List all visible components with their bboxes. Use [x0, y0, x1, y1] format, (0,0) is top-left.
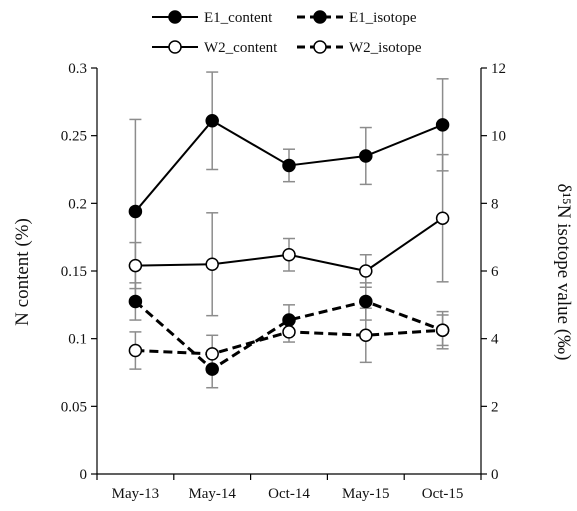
data-point-w2-isotope [282, 325, 296, 339]
data-point-e1-isotope [205, 362, 219, 376]
y-tick-label-left: 0.05 [61, 399, 87, 415]
x-tick-label: Oct-14 [268, 486, 310, 502]
legend-label: E1_content [204, 10, 273, 26]
y-tick-label-right: 8 [491, 196, 499, 212]
legend-label: W2_content [204, 40, 278, 56]
y-tick-label-left: 0.3 [68, 61, 87, 77]
data-point-w2-isotope [205, 347, 219, 361]
data-point-w2-content [282, 248, 296, 262]
data-point-w2-content [435, 211, 450, 225]
y-tick-label-left: 0.2 [68, 196, 87, 212]
legend-label: W2_isotope [349, 40, 422, 56]
data-point-e1-isotope [128, 294, 143, 309]
data-point-w2-isotope [128, 343, 143, 358]
data-point-w2-isotope [435, 323, 450, 337]
series-line-e1-isotope [134, 299, 444, 371]
data-point-w2-content [359, 264, 373, 278]
y-tick-label-right: 6 [491, 264, 499, 280]
y-tick-label-right: 10 [491, 129, 506, 145]
y-tick-label-left: 0.1 [68, 332, 87, 348]
data-point-e1-isotope [359, 294, 373, 309]
legend-marker [313, 40, 327, 54]
legend-label: E1_isotope [349, 10, 417, 26]
axes: 0 0.05 0.1 0.15 0.2 0.25 0.3 0 2 4 6 8 10 12 May-13 May… [61, 61, 506, 502]
data-point-e1-content [359, 149, 373, 163]
legend-marker [168, 40, 182, 54]
y-axis-title-left: N content (%) [12, 218, 33, 326]
data-point-w2-isotope [359, 328, 373, 343]
data-point-w2-content [205, 257, 219, 271]
x-tick-label: May-14 [188, 486, 236, 502]
y-tick-label-right: 4 [491, 332, 499, 348]
data-point-w2-content [128, 258, 143, 273]
legend-marker [313, 10, 327, 24]
legend: E1_content E1_isotope W2_content W2_isotope [152, 10, 422, 56]
y-tick-label-right: 0 [491, 467, 499, 483]
data-point-e1-content [435, 118, 450, 132]
y-tick-label-left: 0.25 [61, 129, 87, 145]
error-bars [129, 71, 449, 389]
data-point-e1-isotope [282, 313, 296, 327]
y-tick-label-left: 0.15 [61, 264, 87, 280]
legend-marker [168, 10, 182, 24]
x-tick-label: May-13 [112, 486, 160, 502]
x-tick-label: Oct-15 [422, 486, 464, 502]
data-point-e1-content [128, 204, 143, 219]
data-point-e1-content [282, 158, 296, 173]
y-tick-label-right: 2 [491, 399, 499, 415]
data-point-e1-content [205, 114, 219, 128]
y-tick-label-right: 12 [491, 61, 506, 77]
series-markers [128, 114, 450, 376]
y-tick-label-left: 0 [80, 467, 88, 483]
y-axis-title-right: δ¹⁵N isotope value (‰) [553, 184, 574, 361]
x-tick-label: May-15 [342, 486, 390, 502]
